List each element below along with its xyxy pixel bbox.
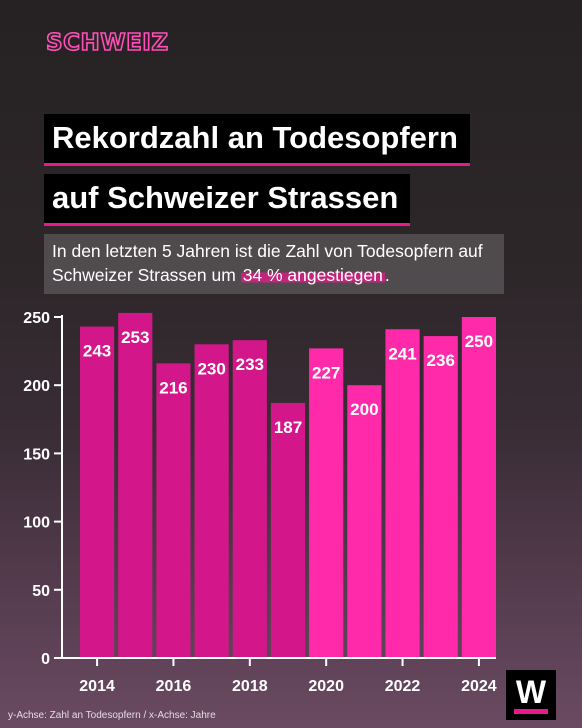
y-tick-label-200: 200 bbox=[23, 378, 50, 395]
axis-footnote: y-Achse: Zahl an Todesopfern / x-Achse: … bbox=[8, 710, 216, 721]
x-tick-label-2016: 2016 bbox=[156, 678, 192, 695]
bar-2015 bbox=[118, 312, 153, 658]
logo-letter: W bbox=[515, 674, 547, 710]
section-label: SCHWEIZ bbox=[45, 29, 169, 57]
logo-underline bbox=[514, 709, 548, 714]
page-title-line-2: auf Schweizer Strassen bbox=[44, 174, 411, 226]
data-label-2020: 227 bbox=[312, 363, 340, 382]
y-tick-label-100: 100 bbox=[23, 515, 50, 532]
y-tick-label-0: 0 bbox=[41, 651, 50, 668]
bar-2016 bbox=[156, 363, 191, 658]
y-tick-label-250: 250 bbox=[23, 310, 50, 327]
y-tick-label-50: 50 bbox=[32, 583, 50, 600]
x-tick-label-2024: 2024 bbox=[461, 678, 497, 695]
bar-2019 bbox=[270, 402, 306, 658]
bar-2020 bbox=[309, 348, 344, 658]
x-tick-label-2014: 2014 bbox=[79, 678, 115, 695]
data-label-2022: 241 bbox=[388, 344, 416, 363]
y-tick-label-150: 150 bbox=[23, 446, 50, 463]
data-label-2017: 230 bbox=[197, 359, 225, 378]
bar-2018 bbox=[232, 340, 267, 658]
data-label-2016: 216 bbox=[159, 378, 187, 397]
page-title-line-1: Rekordzahl an Todesopfern bbox=[44, 114, 470, 166]
subtitle-highlight: 34 % angestiegen bbox=[240, 265, 385, 285]
data-label-2014: 243 bbox=[83, 342, 111, 361]
x-tick-label-2018: 2018 bbox=[232, 678, 268, 695]
data-label-2018: 233 bbox=[236, 355, 264, 374]
watson-logo: W bbox=[506, 670, 556, 720]
bar-2023 bbox=[423, 336, 458, 658]
bar-2021 bbox=[347, 385, 382, 658]
bar-2014 bbox=[80, 326, 115, 658]
data-label-2023: 236 bbox=[427, 351, 455, 370]
bar-2017 bbox=[194, 344, 229, 658]
subtitle: In den letzten 5 Jahren ist die Zahl von… bbox=[44, 234, 504, 294]
data-label-2024: 250 bbox=[465, 332, 493, 351]
bars-group: 243 253 216 230 233 187 227 200 241 236 250 bbox=[80, 312, 496, 658]
x-tick-label-2020: 2020 bbox=[308, 678, 344, 695]
axes-group: 0 50 100 150 200 250 2014 2016 2018 2020 2022 2024 bbox=[23, 310, 497, 695]
data-label-2019: 187 bbox=[274, 418, 302, 437]
bar-2024 bbox=[461, 317, 496, 658]
x-tick-label-2022: 2022 bbox=[385, 678, 421, 695]
data-label-2021: 200 bbox=[350, 400, 378, 419]
bar-2022 bbox=[385, 329, 420, 658]
subtitle-text: In den letzten 5 Jahren ist die Zahl von… bbox=[52, 241, 483, 285]
subtitle-end: . bbox=[384, 265, 390, 285]
data-label-2015: 253 bbox=[121, 328, 149, 347]
